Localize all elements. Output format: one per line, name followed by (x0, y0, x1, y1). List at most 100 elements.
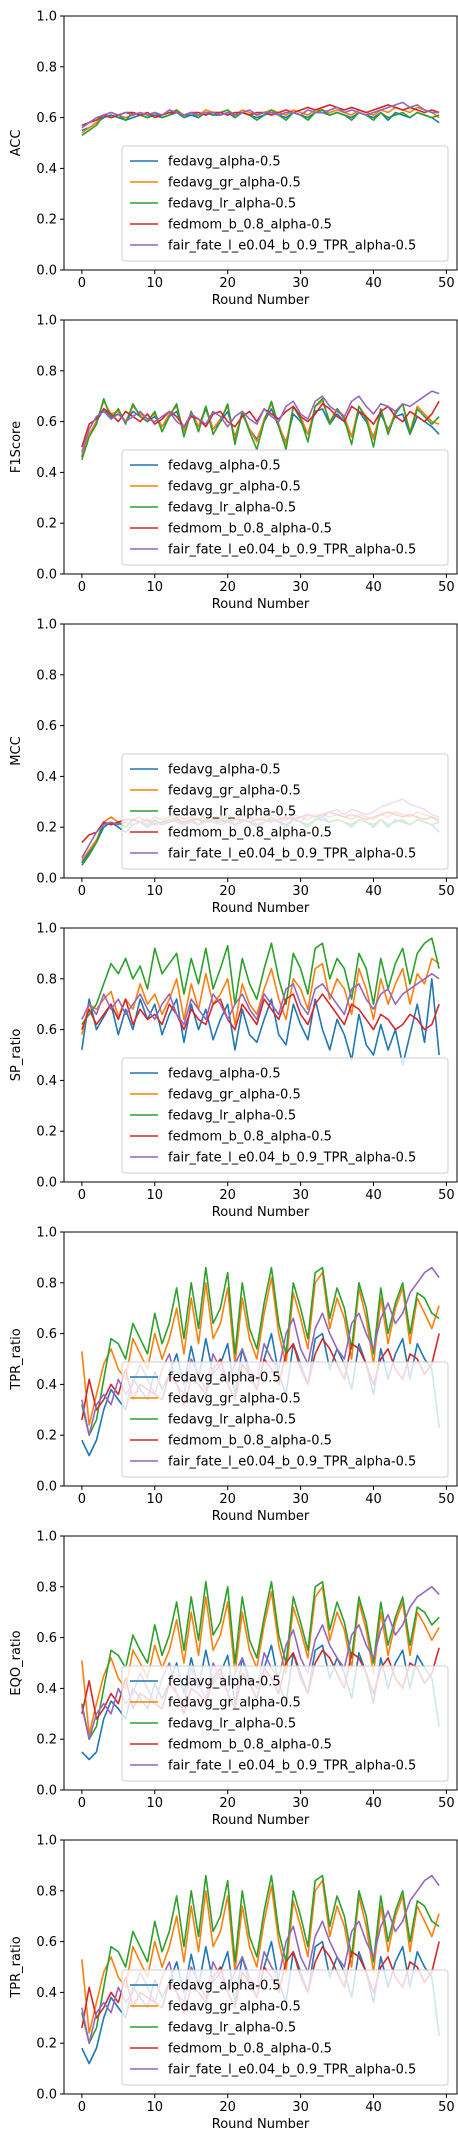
x-tick-label: 0 (78, 276, 86, 291)
legend-box (121, 449, 449, 566)
x-tick-label: 50 (438, 276, 455, 291)
x-axis-label: Round Number (212, 293, 310, 308)
x-axis-label: Round Number (212, 1205, 310, 1220)
x-tick-label: 50 (438, 1188, 455, 1203)
series-lines (81, 390, 440, 460)
y-axis-label: SP_ratio (9, 1029, 24, 1082)
y-tick-label: 0.4 (36, 162, 57, 177)
x-tick-label: 10 (147, 1796, 164, 1811)
legend: fedavg_alpha-0.5 fedavg_gr_alpha-0.5fedav… (121, 1057, 449, 1174)
y-tick-label: 0.0 (36, 1480, 57, 1495)
legend-label: fedavg_lr_alpha-0.5 (168, 1717, 296, 1732)
y-axis-label: EQO_ratio (9, 1630, 24, 1695)
legend-label: fedavg_gr_alpha-0.5 (168, 176, 301, 191)
legend-label: fedmom_b_0.8_alpha-0.5 (168, 1434, 332, 1449)
y-tick-label: 0.8 (36, 1580, 57, 1595)
x-tick-label: 40 (365, 1492, 382, 1507)
x-tick-label: 0 (78, 1796, 86, 1811)
legend-box (121, 753, 449, 870)
x-tick-label: 20 (219, 1492, 236, 1507)
legend-label: fair_fate_l_e0.04_b_0.9_TPR_alpha-0.5 (168, 239, 416, 254)
x-tick-label: 50 (438, 1796, 455, 1811)
y-axis-label: TPR_ratio (9, 1328, 24, 1390)
legend-label: fedavg_alpha-0.5 (168, 155, 281, 170)
x-tick-label: 40 (365, 2100, 382, 2115)
legend: fedavg_alpha-0.5 fedavg_gr_alpha-0.5fedav… (121, 1361, 449, 1478)
x-tick-label: 40 (365, 276, 382, 291)
x-tick-label: 0 (78, 884, 86, 899)
y-tick-label: 1.0 (36, 314, 57, 329)
legend: fedavg_alpha-0.5 fedavg_gr_alpha-0.5fedav… (121, 145, 449, 262)
y-tick-label: 0.4 (36, 770, 57, 785)
x-axis-label: Round Number (212, 2117, 310, 2132)
y-tick-label: 0.6 (36, 1327, 57, 1342)
legend-label: fair_fate_l_e0.04_b_0.9_TPR_alpha-0.5 (168, 543, 416, 558)
series-line-2 (81, 106, 440, 134)
chart-panel-5: 0 10 20 30 40 50 0.0 0.2 0.4 0.6 0.8 1.0 Round Numbe… (9, 1226, 458, 1524)
x-tick-label: 40 (365, 884, 382, 899)
x-tick-label: 20 (219, 2100, 236, 2115)
chart-panel-6: 0 10 20 30 40 50 0.0 0.2 0.4 0.6 0.8 1.0 Round Numbe… (9, 1530, 458, 1828)
y-tick-label: 0.0 (36, 1176, 57, 1191)
legend-label: fedavg_alpha-0.5 (168, 763, 281, 778)
y-axis-label: TPR_ratio (9, 1936, 24, 1998)
chart-panel-7: 0 10 20 30 40 50 0.0 0.2 0.4 0.6 0.8 1.0 Round Numbe… (9, 1834, 458, 2132)
legend-label: fair_fate_l_e0.04_b_0.9_TPR_alpha-0.5 (168, 847, 416, 862)
legend-label: fedmom_b_0.8_alpha-0.5 (168, 522, 332, 537)
x-tick-label: 10 (147, 580, 164, 595)
y-tick-label: 0.2 (36, 2037, 57, 2052)
x-tick-label: 50 (438, 2100, 455, 2115)
y-tick-label: 0.2 (36, 213, 57, 228)
x-tick-label: 20 (219, 276, 236, 291)
y-tick-label: 0.4 (36, 1378, 57, 1393)
y-tick-label: 0.6 (36, 415, 57, 430)
legend-box (121, 1057, 449, 1174)
x-axis-label: Round Number (212, 1813, 310, 1828)
series-line-3 (81, 1874, 440, 2044)
axes-frame (63, 927, 458, 1183)
axes-frame (63, 1231, 458, 1487)
y-tick-label: 0.4 (36, 1682, 57, 1697)
x-tick-label: 10 (147, 276, 164, 291)
legend-label: fedavg_alpha-0.5 (168, 1067, 281, 1082)
series-line-5 (81, 972, 440, 1026)
y-tick-label: 0.2 (36, 1429, 57, 1444)
chart-panel-2: 0 10 20 30 40 50 0.0 0.2 0.4 0.6 0.8 1.0 Round Numbe… (9, 314, 458, 612)
y-tick-label: 0.4 (36, 466, 57, 481)
series-line-3 (81, 1580, 440, 1740)
y-tick-label: 0.4 (36, 1986, 57, 2001)
y-tick-label: 0.0 (36, 872, 57, 887)
y-tick-label: 0.8 (36, 972, 57, 987)
y-tick-label: 0.0 (36, 568, 57, 583)
chart-panel-4: 0 10 20 30 40 50 0.0 0.2 0.4 0.6 0.8 1.0 Round Numbe… (9, 922, 458, 1220)
x-axis-label: Round Number (212, 901, 310, 916)
legend-label: fedavg_lr_alpha-0.5 (168, 2021, 296, 2036)
legend: fedavg_alpha-0.5 fedavg_gr_alpha-0.5fedav… (121, 1969, 449, 2086)
legend-label: fair_fate_l_e0.04_b_0.9_TPR_alpha-0.5 (168, 1759, 416, 1774)
x-tick-label: 30 (292, 1188, 309, 1203)
legend-label: fedmom_b_0.8_alpha-0.5 (168, 2042, 332, 2057)
series-line-2 (81, 1271, 440, 1426)
y-axis-label: MCC (9, 736, 24, 765)
y-tick-label: 0.8 (36, 364, 57, 379)
x-tick-label: 50 (438, 580, 455, 595)
axes-frame (63, 319, 458, 575)
axes-frame (63, 623, 458, 879)
legend-label: fedavg_lr_alpha-0.5 (168, 1109, 296, 1124)
x-tick-label: 10 (147, 2100, 164, 2115)
series-line-4 (81, 104, 440, 126)
legend-label: fedavg_lr_alpha-0.5 (168, 1413, 296, 1428)
x-tick-label: 10 (147, 1188, 164, 1203)
x-tick-label: 30 (292, 1492, 309, 1507)
y-tick-label: 0.0 (36, 1784, 57, 1799)
x-tick-label: 0 (78, 1188, 86, 1203)
y-tick-label: 1.0 (36, 922, 57, 937)
legend-label: fedavg_alpha-0.5 (168, 1979, 281, 1994)
legend-label: fedavg_alpha-0.5 (168, 1675, 281, 1690)
legend-box (121, 145, 449, 262)
legend-label: fedmom_b_0.8_alpha-0.5 (168, 1738, 332, 1753)
y-axis-label: F1Score (9, 421, 24, 473)
y-tick-label: 1.0 (36, 1834, 57, 1849)
y-tick-label: 0.6 (36, 111, 57, 126)
